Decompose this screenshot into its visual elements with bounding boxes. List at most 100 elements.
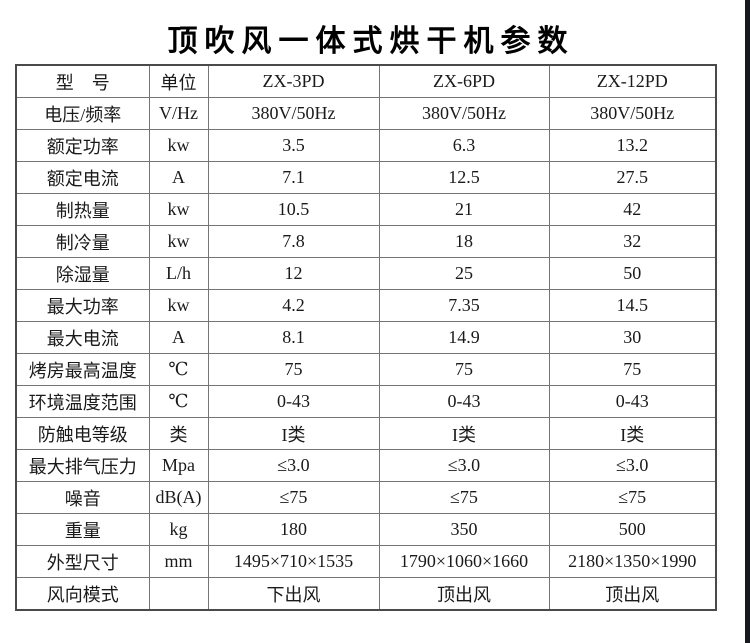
- row-unit: A: [148, 161, 209, 194]
- row-value-zx-6pd: 7.35: [378, 289, 550, 322]
- row-value-zx-3pd: 380V/50Hz: [207, 97, 380, 130]
- table-row: 额定功率 kw 3.5 6.3 13.2: [15, 129, 717, 162]
- table-row: 最大功率 kw 4.2 7.35 14.5: [15, 289, 717, 322]
- row-value-zx-12pd: 75: [548, 353, 717, 386]
- row-value-zx-12pd: 380V/50Hz: [548, 97, 717, 130]
- row-label: 环境温度范围: [15, 385, 150, 418]
- row-label: 制热量: [15, 193, 150, 226]
- row-unit: Mpa: [148, 449, 209, 482]
- row-value-zx-3pd: ≤75: [207, 481, 380, 514]
- row-label: 制冷量: [15, 225, 150, 258]
- row-label: 重量: [15, 513, 150, 546]
- row-label: 外型尺寸: [15, 545, 150, 578]
- row-unit: kw: [148, 129, 209, 162]
- row-value-zx-12pd: 13.2: [548, 129, 717, 162]
- row-unit: [148, 577, 209, 611]
- row-unit: kw: [148, 289, 209, 322]
- row-unit: mm: [148, 545, 209, 578]
- row-unit: kw: [148, 225, 209, 258]
- table-row: 环境温度范围 ℃ 0-43 0-43 0-43: [15, 385, 717, 418]
- row-value-zx-12pd: 50: [548, 257, 717, 290]
- table-row: 防触电等级类 I类 I类 I类: [15, 417, 717, 450]
- header-model-zx-3pd: ZX-3PD: [207, 64, 380, 98]
- row-label: 最大功率: [15, 289, 150, 322]
- row-label: 电压/频率: [15, 97, 150, 130]
- row-label: 烤房最高温度: [15, 353, 150, 386]
- table-row: 制冷量 kw 7.8 18 32: [15, 225, 717, 258]
- header-model-label: 型 号: [15, 64, 150, 98]
- row-label: 额定功率: [15, 129, 150, 162]
- row-value-zx-3pd: 3.5: [207, 129, 380, 162]
- table-row: 风向模式 下出风 顶出风 顶出风: [15, 577, 717, 611]
- row-unit: V/Hz: [148, 97, 209, 130]
- row-value-zx-12pd: 0-43: [548, 385, 717, 418]
- row-value-zx-6pd: 12.5: [378, 161, 550, 194]
- spec-table: 型 号 单位 ZX-3PD ZX-6PD ZX-12PD 电压/频率 V/Hz 38…: [15, 64, 717, 611]
- row-unit: ℃: [148, 385, 209, 418]
- row-value-zx-6pd: 0-43: [378, 385, 550, 418]
- row-unit: ℃: [148, 353, 209, 386]
- row-value-zx-3pd: 7.1: [207, 161, 380, 194]
- row-value-zx-12pd: ≤3.0: [548, 449, 717, 482]
- row-label: 风向模式: [15, 577, 150, 611]
- row-value-zx-3pd: 4.2: [207, 289, 380, 322]
- row-value-zx-6pd: 1790×1060×1660: [378, 545, 550, 578]
- row-value-zx-3pd: 0-43: [207, 385, 380, 418]
- row-value-zx-12pd: 2180×1350×1990: [548, 545, 717, 578]
- table-row: 烤房最高温度 ℃ 75 75 75: [15, 353, 717, 386]
- row-value-zx-6pd: 14.9: [378, 321, 550, 354]
- row-unit: kw: [148, 193, 209, 226]
- row-value-zx-6pd: I类: [378, 417, 550, 450]
- row-value-zx-3pd: 下出风: [207, 577, 380, 611]
- row-value-zx-3pd: ≤3.0: [207, 449, 380, 482]
- row-value-zx-12pd: 顶出风: [548, 577, 717, 611]
- row-value-zx-3pd: 7.8: [207, 225, 380, 258]
- row-value-zx-3pd: 10.5: [207, 193, 380, 226]
- right-edge-strip: [745, 0, 750, 643]
- row-label: 最大排气压力: [15, 449, 150, 482]
- row-value-zx-12pd: 27.5: [548, 161, 717, 194]
- row-unit: kg: [148, 513, 209, 546]
- row-value-zx-6pd: 顶出风: [378, 577, 550, 611]
- row-value-zx-6pd: 350: [378, 513, 550, 546]
- header-unit-label: 单位: [148, 64, 209, 98]
- row-unit: dB(A): [148, 481, 209, 514]
- header-model-zx-6pd: ZX-6PD: [378, 64, 550, 98]
- table-row: 额定电流 A 7.1 12.5 27.5: [15, 161, 717, 194]
- row-value-zx-3pd: 180: [207, 513, 380, 546]
- row-value-zx-3pd: 12: [207, 257, 380, 290]
- row-value-zx-3pd: 1495×710×1535: [207, 545, 380, 578]
- row-value-zx-6pd: 18: [378, 225, 550, 258]
- row-value-zx-6pd: ≤75: [378, 481, 550, 514]
- row-value-zx-6pd: 6.3: [378, 129, 550, 162]
- row-label: 额定电流: [15, 161, 150, 194]
- row-label: 最大电流: [15, 321, 150, 354]
- table-row: 除湿量 L/h 12 25 50: [15, 257, 717, 290]
- table-row: 最大电流 A 8.1 14.9 30: [15, 321, 717, 354]
- row-value-zx-3pd: I类: [207, 417, 380, 450]
- table-header-row: 型 号 单位 ZX-3PD ZX-6PD ZX-12PD: [15, 64, 717, 98]
- row-value-zx-12pd: 500: [548, 513, 717, 546]
- row-value-zx-6pd: 25: [378, 257, 550, 290]
- row-value-zx-12pd: 30: [548, 321, 717, 354]
- table-row: 制热量 kw 10.5 21 42: [15, 193, 717, 226]
- table-row: 最大排气压力 Mpa ≤3.0 ≤3.0 ≤3.0: [15, 449, 717, 482]
- row-value-zx-12pd: 42: [548, 193, 717, 226]
- row-value-zx-12pd: I类: [548, 417, 717, 450]
- row-unit: 类: [148, 417, 209, 450]
- row-unit: L/h: [148, 257, 209, 290]
- row-value-zx-6pd: ≤3.0: [378, 449, 550, 482]
- header-model-zx-12pd: ZX-12PD: [548, 64, 717, 98]
- page-title: 顶吹风一体式烘干机参数: [167, 25, 575, 58]
- table-row: 外型尺寸 mm 1495×710×1535 1790×1060×1660 2180×13…: [15, 545, 717, 578]
- row-value-zx-3pd: 8.1: [207, 321, 380, 354]
- table-row: 电压/频率 V/Hz 380V/50Hz 380V/50Hz 380V/50Hz: [15, 97, 717, 130]
- table-row: 噪音 dB(A) ≤75 ≤75 ≤75: [15, 481, 717, 514]
- row-value-zx-6pd: 380V/50Hz: [378, 97, 550, 130]
- row-value-zx-12pd: 14.5: [548, 289, 717, 322]
- row-value-zx-6pd: 21: [378, 193, 550, 226]
- row-label: 除湿量: [15, 257, 150, 290]
- row-value-zx-3pd: 75: [207, 353, 380, 386]
- row-value-zx-12pd: ≤75: [548, 481, 717, 514]
